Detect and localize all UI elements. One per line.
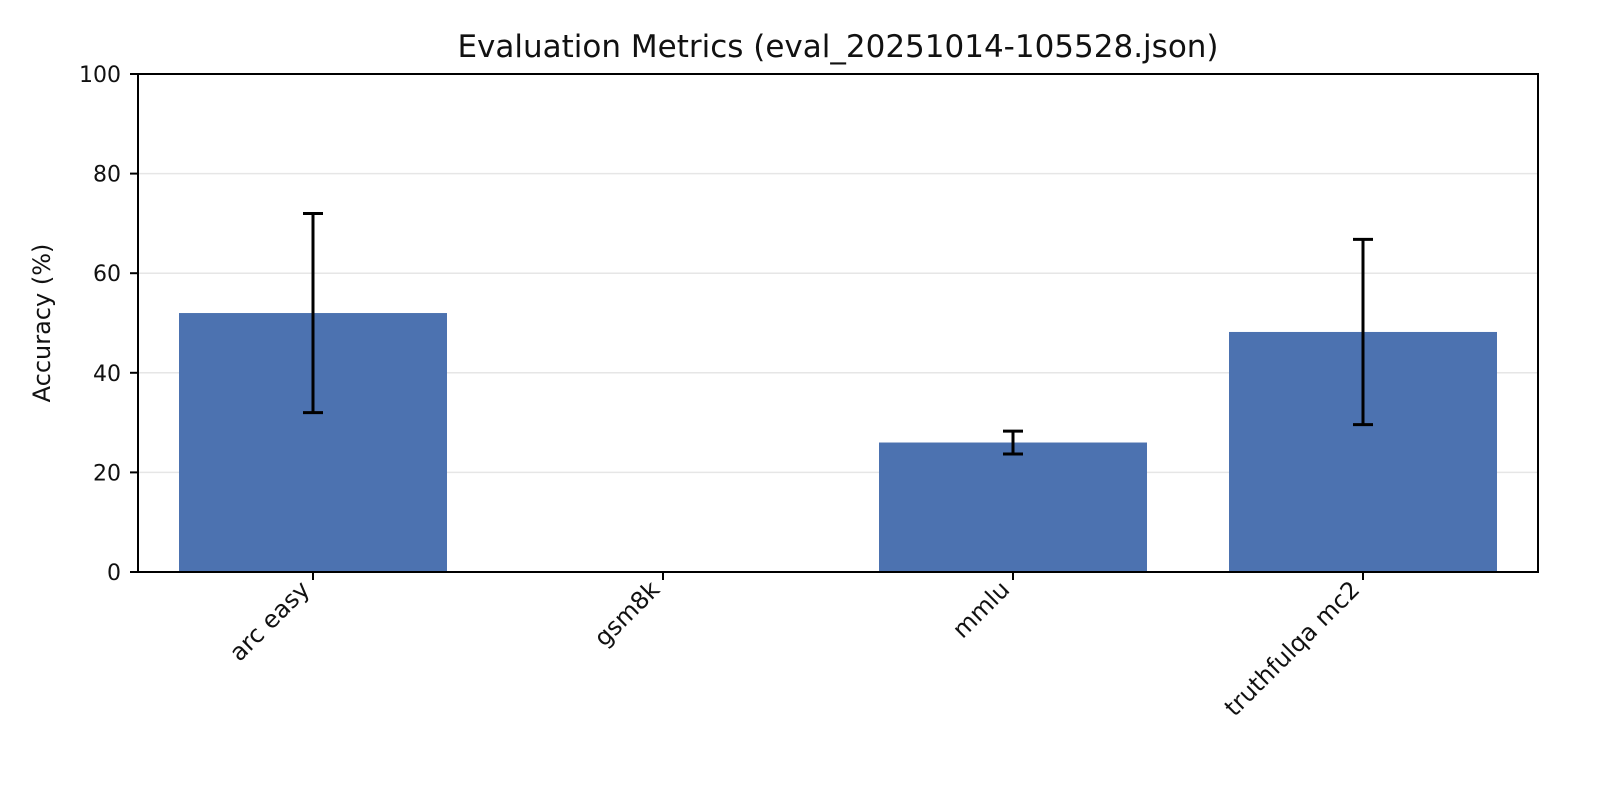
y-tick-label: 100 bbox=[79, 63, 121, 88]
y-tick-label: 80 bbox=[93, 163, 121, 188]
chart-title: Evaluation Metrics (eval_20251014-105528… bbox=[457, 29, 1218, 65]
y-tick-label: 60 bbox=[93, 262, 121, 287]
errors-layer bbox=[303, 211, 1373, 456]
x-tick-label: gsm8k bbox=[589, 575, 666, 652]
bar-mmlu bbox=[879, 442, 1147, 572]
y-tick-label: 0 bbox=[107, 561, 121, 586]
y-axis-label: Accuracy (%) bbox=[28, 244, 56, 403]
x-tick-label: truthfulqa mc2 bbox=[1219, 575, 1365, 721]
bars-layer bbox=[179, 313, 1497, 572]
y-tick-label: 40 bbox=[93, 362, 121, 387]
x-tick-label: mmlu bbox=[947, 575, 1015, 643]
plot-frame bbox=[137, 73, 1539, 573]
x-tick-label: arc easy bbox=[224, 575, 315, 666]
y-tick-label: 20 bbox=[93, 461, 121, 486]
